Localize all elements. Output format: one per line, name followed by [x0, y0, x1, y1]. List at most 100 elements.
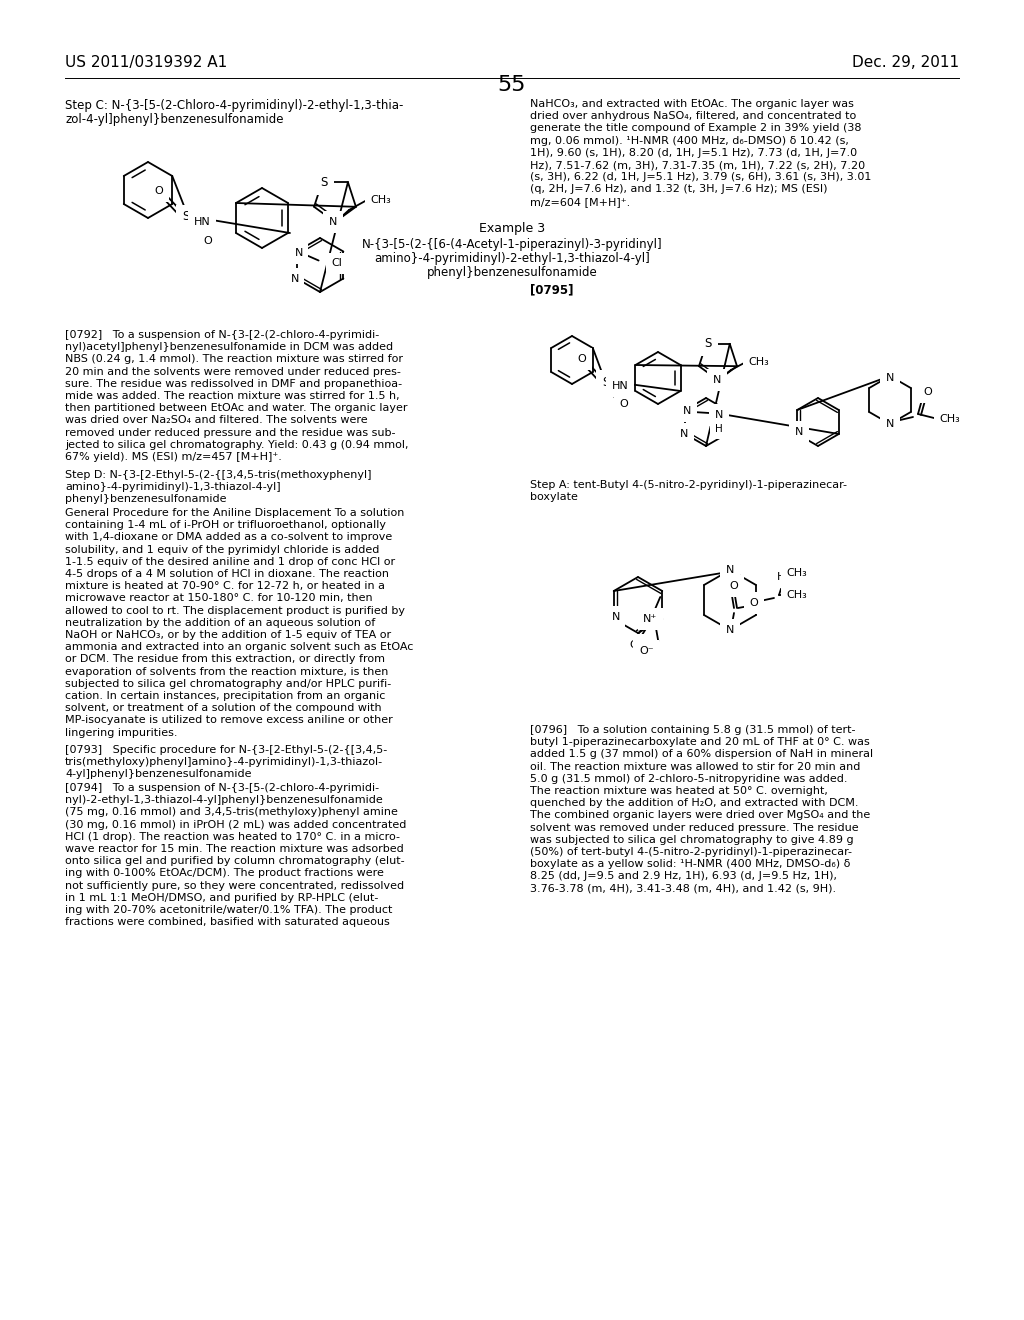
Text: N: N [886, 418, 894, 429]
Text: Step A: tent-Butyl 4-(5-nitro-2-pyridinyl)-1-piperazinecar-: Step A: tent-Butyl 4-(5-nitro-2-pyridiny… [530, 480, 847, 490]
Text: ing with 20-70% acetonitrile/water/0.1% TFA). The product: ing with 20-70% acetonitrile/water/0.1% … [65, 906, 392, 915]
Text: N: N [295, 248, 303, 259]
Text: CH₃: CH₃ [371, 195, 391, 205]
Text: S: S [321, 176, 328, 189]
Text: N⁺: N⁺ [643, 614, 657, 624]
Text: Cl: Cl [331, 259, 342, 268]
Text: 5.0 g (31.5 mmol) of 2-chloro-5-nitropyridine was added.: 5.0 g (31.5 mmol) of 2-chloro-5-nitropyr… [530, 774, 848, 784]
Text: The reaction mixture was heated at 50° C. overnight,: The reaction mixture was heated at 50° C… [530, 785, 827, 796]
Text: H₃C: H₃C [776, 572, 798, 582]
Text: subjected to silica gel chromatography and/or HPLC purifi-: subjected to silica gel chromatography a… [65, 678, 391, 689]
Text: N: N [713, 375, 721, 385]
Text: O: O [620, 399, 629, 409]
Text: butyl 1-piperazinecarboxylate and 20 mL of THF at 0° C. was: butyl 1-piperazinecarboxylate and 20 mL … [530, 737, 869, 747]
Text: The combined organic layers were dried over MgSO₄ and the: The combined organic layers were dried o… [530, 810, 870, 821]
Text: N: N [715, 411, 723, 420]
Text: lingering impurities.: lingering impurities. [65, 727, 177, 738]
Text: boxylate: boxylate [530, 492, 578, 502]
Text: N-{3-[5-(2-{[6-(4-Acetyl-1-piperazinyl)-3-pyridinyl]: N-{3-[5-(2-{[6-(4-Acetyl-1-piperazinyl)-… [361, 238, 663, 251]
Text: O: O [924, 387, 933, 397]
Text: fractions were combined, basified with saturated aqueous: fractions were combined, basified with s… [65, 917, 390, 927]
Text: CH₃: CH₃ [940, 414, 961, 424]
Text: allowed to cool to rt. The displacement product is purified by: allowed to cool to rt. The displacement … [65, 606, 406, 615]
Text: Step D: N-{3-[2-Ethyl-5-(2-{[3,4,5-tris(methoxyphenyl]: Step D: N-{3-[2-Ethyl-5-(2-{[3,4,5-tris(… [65, 470, 372, 480]
Text: NaHCO₃, and extracted with EtOAc. The organic layer was: NaHCO₃, and extracted with EtOAc. The or… [530, 99, 854, 110]
Text: was subjected to silica gel chromatography to give 4.89 g: was subjected to silica gel chromatograp… [530, 834, 854, 845]
Text: 67% yield). MS (ESI) m/z=457 [M+H]⁺.: 67% yield). MS (ESI) m/z=457 [M+H]⁺. [65, 451, 282, 462]
Text: N: N [291, 273, 299, 284]
Text: boxylate as a yellow solid: ¹H-NMR (400 MHz, DMSO-d₆) δ: boxylate as a yellow solid: ¹H-NMR (400 … [530, 859, 850, 869]
Text: (75 mg, 0.16 mmol) and 3,4,5-tris(methyloxy)phenyl amine: (75 mg, 0.16 mmol) and 3,4,5-tris(methyl… [65, 808, 398, 817]
Text: N: N [611, 612, 620, 622]
Text: N: N [886, 374, 894, 383]
Text: m/z=604 [M+H]⁺.: m/z=604 [M+H]⁺. [530, 197, 630, 207]
Text: US 2011/0319392 A1: US 2011/0319392 A1 [65, 55, 227, 70]
Text: General Procedure for the Aniline Displacement To a solution: General Procedure for the Aniline Displa… [65, 508, 404, 517]
Text: nyl)-2-ethyl-1,3-thiazol-4-yl]phenyl}benzenesulfonamide: nyl)-2-ethyl-1,3-thiazol-4-yl]phenyl}ben… [65, 795, 383, 805]
Text: N: N [726, 565, 734, 576]
Text: ing with 0-100% EtOAc/DCM). The product fractions were: ing with 0-100% EtOAc/DCM). The product … [65, 869, 384, 878]
Text: MP-isocyanate is utilized to remove excess aniline or other: MP-isocyanate is utilized to remove exce… [65, 715, 393, 726]
Text: 4-yl]phenyl}benzenesulfonamide: 4-yl]phenyl}benzenesulfonamide [65, 770, 252, 779]
Text: microwave reactor at 150-180° C. for 10-120 min, then: microwave reactor at 150-180° C. for 10-… [65, 594, 373, 603]
Text: 1H), 9.60 (s, 1H), 8.20 (d, 1H, J=5.1 Hz), 7.73 (d, 1H, J=7.0: 1H), 9.60 (s, 1H), 8.20 (d, 1H, J=5.1 Hz… [530, 148, 857, 158]
Text: S: S [705, 338, 712, 350]
Text: ammonia and extracted into an organic solvent such as EtOAc: ammonia and extracted into an organic so… [65, 643, 414, 652]
Text: CH₃: CH₃ [786, 568, 807, 578]
Text: generate the title compound of Example 2 in 39% yield (38: generate the title compound of Example 2… [530, 123, 861, 133]
Text: O: O [750, 598, 759, 609]
Text: NBS (0.24 g, 1.4 mmol). The reaction mixture was stirred for: NBS (0.24 g, 1.4 mmol). The reaction mix… [65, 354, 403, 364]
Text: wave reactor for 15 min. The reaction mixture was adsorbed: wave reactor for 15 min. The reaction mi… [65, 843, 403, 854]
Text: [0792]   To a suspension of N-{3-[2-(2-chloro-4-pyrimidi-: [0792] To a suspension of N-{3-[2-(2-chl… [65, 330, 379, 341]
Text: not sufficiently pure, so they were concentrated, redissolved: not sufficiently pure, so they were conc… [65, 880, 404, 891]
Text: Hz), 7.51-7.62 (m, 3H), 7.31-7.35 (m, 1H), 7.22 (s, 2H), 7.20: Hz), 7.51-7.62 (m, 3H), 7.31-7.35 (m, 1H… [530, 160, 865, 170]
Text: Dec. 29, 2011: Dec. 29, 2011 [852, 55, 959, 70]
Text: O: O [730, 581, 738, 591]
Text: mixture is heated at 70-90° C. for 12-72 h, or heated in a: mixture is heated at 70-90° C. for 12-72… [65, 581, 385, 591]
Text: phenyl}benzenesulfonamide: phenyl}benzenesulfonamide [427, 267, 597, 279]
Text: N: N [726, 624, 734, 635]
Text: (50%) of tert-butyl 4-(5-nitro-2-pyridinyl)-1-piperazinecar-: (50%) of tert-butyl 4-(5-nitro-2-pyridin… [530, 847, 852, 857]
Text: mg, 0.06 mmol). ¹H-NMR (400 MHz, d₆-DMSO) δ 10.42 (s,: mg, 0.06 mmol). ¹H-NMR (400 MHz, d₆-DMSO… [530, 136, 849, 145]
Text: added 1.5 g (37 mmol) of a 60% dispersion of NaH in mineral: added 1.5 g (37 mmol) of a 60% dispersio… [530, 750, 873, 759]
Text: (30 mg, 0.16 mmol) in iPrOH (2 mL) was added concentrated: (30 mg, 0.16 mmol) in iPrOH (2 mL) was a… [65, 820, 407, 829]
Text: or DCM. The residue from this extraction, or directly from: or DCM. The residue from this extraction… [65, 655, 385, 664]
Text: was dried over Na₂SO₄ and filtered. The solvents were: was dried over Na₂SO₄ and filtered. The … [65, 416, 368, 425]
Text: tris(methyloxy)phenyl]amino}-4-pyrimidinyl)-1,3-thiazol-: tris(methyloxy)phenyl]amino}-4-pyrimidin… [65, 756, 383, 767]
Text: [0795]: [0795] [530, 282, 573, 296]
Text: neutralization by the addition of an aqueous solution of: neutralization by the addition of an aqu… [65, 618, 375, 628]
Text: evaporation of solvents from the reaction mixture, is then: evaporation of solvents from the reactio… [65, 667, 388, 677]
Text: 20 min and the solvents were removed under reduced pres-: 20 min and the solvents were removed und… [65, 367, 400, 376]
Text: then partitioned between EtOAc and water. The organic layer: then partitioned between EtOAc and water… [65, 403, 408, 413]
Text: Step C: N-{3-[5-(2-Chloro-4-pyrimidinyl)-2-ethyl-1,3-thia-: Step C: N-{3-[5-(2-Chloro-4-pyrimidinyl)… [65, 99, 403, 112]
Text: S: S [602, 375, 609, 388]
Text: HN: HN [194, 216, 210, 227]
Text: cation. In certain instances, precipitation from an organic: cation. In certain instances, precipitat… [65, 690, 385, 701]
Text: zol-4-yl]phenyl}benzenesulfonamide: zol-4-yl]phenyl}benzenesulfonamide [65, 114, 284, 125]
Text: with 1,4-dioxane or DMA added as a co-solvent to improve: with 1,4-dioxane or DMA added as a co-so… [65, 532, 392, 543]
Text: HCl (1 drop). The reaction was heated to 170° C. in a micro-: HCl (1 drop). The reaction was heated to… [65, 832, 400, 842]
Text: 3.76-3.78 (m, 4H), 3.41-3.48 (m, 4H), and 1.42 (s, 9H).: 3.76-3.78 (m, 4H), 3.41-3.48 (m, 4H), an… [530, 883, 837, 894]
Text: HN: HN [611, 381, 629, 391]
Text: O: O [204, 236, 212, 246]
Text: onto silica gel and purified by column chromatography (elut-: onto silica gel and purified by column c… [65, 857, 404, 866]
Text: N: N [795, 426, 804, 437]
Text: amino}-4-pyrimidinyl)-1,3-thiazol-4-yl]: amino}-4-pyrimidinyl)-1,3-thiazol-4-yl] [65, 482, 281, 492]
Text: NaOH or NaHCO₃, or by the addition of 1-5 equiv of TEA or: NaOH or NaHCO₃, or by the addition of 1-… [65, 630, 391, 640]
Text: removed under reduced pressure and the residue was sub-: removed under reduced pressure and the r… [65, 428, 395, 438]
Text: N: N [680, 429, 688, 440]
Text: in 1 mL 1:1 MeOH/DMSO, and purified by RP-HPLC (elut-: in 1 mL 1:1 MeOH/DMSO, and purified by R… [65, 892, 379, 903]
Text: O: O [578, 354, 587, 364]
Text: (s, 3H), 6.22 (d, 1H, J=5.1 Hz), 3.79 (s, 6H), 3.61 (s, 3H), 3.01: (s, 3H), 6.22 (d, 1H, J=5.1 Hz), 3.79 (s… [530, 172, 871, 182]
Text: O⁻: O⁻ [639, 645, 653, 656]
Text: 55: 55 [498, 75, 526, 95]
Text: O: O [155, 186, 164, 195]
Text: phenyl}benzenesulfonamide: phenyl}benzenesulfonamide [65, 494, 226, 504]
Text: mide was added. The reaction mixture was stirred for 1.5 h,: mide was added. The reaction mixture was… [65, 391, 399, 401]
Text: [0796]   To a solution containing 5.8 g (31.5 mmol) of tert-: [0796] To a solution containing 5.8 g (3… [530, 725, 855, 735]
Text: solvent, or treatment of a solution of the compound with: solvent, or treatment of a solution of t… [65, 704, 382, 713]
Text: oil. The reaction mixture was allowed to stir for 20 min and: oil. The reaction mixture was allowed to… [530, 762, 860, 772]
Text: solubility, and 1 equiv of the pyrimidyl chloride is added: solubility, and 1 equiv of the pyrimidyl… [65, 545, 379, 554]
Text: CH₃: CH₃ [749, 356, 769, 367]
Text: quenched by the addition of H₂O, and extracted with DCM.: quenched by the addition of H₂O, and ext… [530, 799, 858, 808]
